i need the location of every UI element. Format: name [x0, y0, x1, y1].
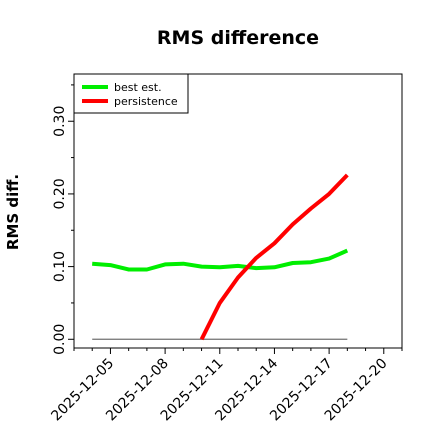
legend-entry: persistence [114, 95, 178, 108]
y-tick-label: 0.00 [52, 324, 68, 355]
y-axis-label: RMS diff. [4, 174, 22, 250]
y-axis: 0.00 0.10 0.20 0.30 [52, 84, 74, 355]
series-layer [92, 173, 349, 341]
series-line-best-est [92, 248, 349, 272]
chart-title: RMS difference [157, 27, 319, 49]
y-tick-label: 0.20 [52, 178, 68, 209]
legend-entry: best est. [114, 81, 162, 94]
y-tick-label: 0.30 [52, 106, 68, 137]
series-line-persistence [199, 173, 349, 341]
x-axis: 2025-12-052025-12-082025-12-112025-12-14… [48, 348, 403, 424]
legend-box [73, 73, 189, 114]
legend: best est.persistence [73, 73, 189, 114]
y-tick-label: 0.10 [52, 251, 68, 282]
plot-frame [73, 73, 403, 349]
